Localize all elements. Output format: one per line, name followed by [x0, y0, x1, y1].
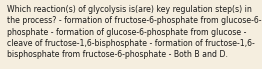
Text: Which reaction(s) of glycolysis is(are) key regulation step(s) in: Which reaction(s) of glycolysis is(are) …	[7, 5, 252, 14]
Text: cleave of fructose-1,6-bisphosphate - formation of fructose-1,6-: cleave of fructose-1,6-bisphosphate - fo…	[7, 39, 254, 48]
Text: the process? - formation of fructose-6-phosphate from glucose-6-: the process? - formation of fructose-6-p…	[7, 16, 261, 25]
Text: phosphate - formation of glucose-6-phosphate from glucose -: phosphate - formation of glucose-6-phosp…	[7, 28, 246, 37]
Text: bisphosphate from fructose-6-phosphate - Both B and D.: bisphosphate from fructose-6-phosphate -…	[7, 50, 228, 59]
